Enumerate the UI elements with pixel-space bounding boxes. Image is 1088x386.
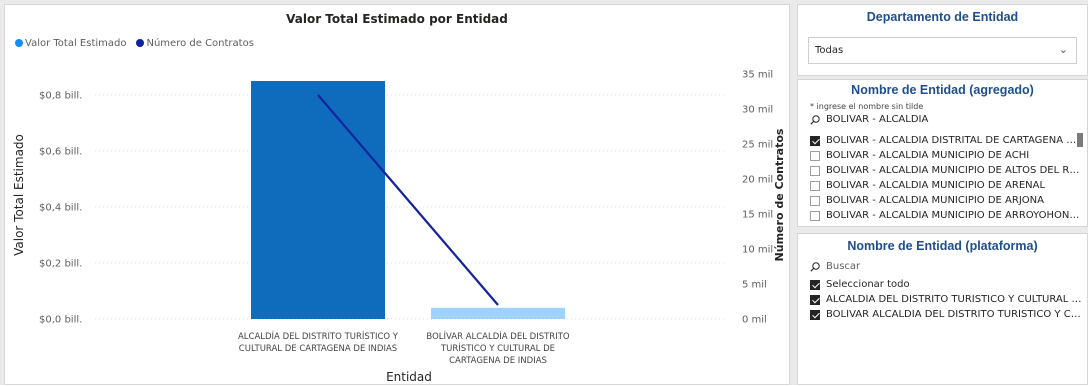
y-right-tick-label: 25 mil bbox=[742, 140, 773, 151]
slicer-plataforma-list: Seleccionar todo ALCALDÍA DEL DISTRITO TU… bbox=[810, 277, 1083, 322]
bar bbox=[431, 307, 565, 319]
slicer-departamento-title: Departamento de Entidad bbox=[866, 10, 1019, 24]
slicer-agregado-item[interactable]: BOLIVAR - ALCALDIA MUNICIPIO DE ARROYOHO… bbox=[810, 208, 1083, 223]
checkbox[interactable] bbox=[810, 294, 820, 305]
slicer-agregado: Nombre de Entidad (agregado) * ingrese e… bbox=[797, 79, 1088, 227]
slicer-plataforma-search-placeholder: Buscar bbox=[826, 261, 861, 272]
slicer-agregado-item-label: BOLIVAR - ALCALDIA DISTRITAL DE CARTAGEN… bbox=[826, 135, 1083, 146]
y-right-tick-label: 35 mil bbox=[742, 70, 773, 81]
y-left-tick-label: $0,4 bill. bbox=[39, 203, 82, 214]
y-left-tick-label: $0,6 bill. bbox=[39, 147, 82, 158]
slicer-agregado-search[interactable]: BOLIVAR - ALCALDIA bbox=[810, 114, 928, 125]
legend-item-contratos[interactable]: Número de Contratos bbox=[136, 38, 254, 49]
slicer-agregado-scrollbar[interactable] bbox=[1077, 133, 1083, 147]
y-right-tick-label: 15 mil bbox=[742, 210, 773, 221]
checkbox[interactable] bbox=[810, 195, 820, 206]
slicer-plataforma-item-label: ALCALDÍA DEL DISTRITO TURÍSTICO Y CULTUR… bbox=[826, 294, 1083, 305]
x-category-label: ALCALDÍA DEL DISTRITO TURÍSTICO Y bbox=[238, 330, 399, 342]
x-category-label: CULTURAL DE CARTAGENA DE INDIAS bbox=[239, 344, 397, 354]
slicer-plataforma-title: Nombre de Entidad (plataforma) bbox=[847, 239, 1038, 253]
x-axis-title: Entidad bbox=[386, 370, 432, 384]
chart-plot: $0,0 bill. $0,2 bill. $0,4 bill. $0,6 bill.… bbox=[12, 70, 786, 385]
departamento-dropdown-value: Todas bbox=[815, 45, 844, 56]
checkbox[interactable] bbox=[810, 309, 820, 320]
slicer-plataforma: Nombre de Entidad (plataforma) Buscar Se… bbox=[797, 233, 1088, 385]
slicer-plataforma-item[interactable]: Seleccionar todo bbox=[810, 277, 1083, 292]
slicer-agregado-item-label: BOLIVAR - ALCALDIA MUNICIPIO DE ARROYOHO… bbox=[826, 210, 1083, 221]
checkbox[interactable] bbox=[810, 180, 820, 191]
legend-label-contratos: Número de Contratos bbox=[146, 38, 254, 49]
slicer-agregado-item[interactable]: BOLIVAR - ALCALDIA MUNICIPIO DE ALTOS DE… bbox=[810, 163, 1083, 178]
checkbox[interactable] bbox=[810, 210, 820, 221]
y-left-tick-label: $0,2 bill. bbox=[39, 259, 82, 270]
legend-label-valor: Valor Total Estimado bbox=[25, 38, 127, 49]
y-right-tick-label: 0 mil bbox=[742, 315, 767, 326]
slicer-agregado-item[interactable]: BOLIVAR - ALCALDIA MUNICIPIO DE ARJONA bbox=[810, 193, 1083, 208]
x-category-label: CARTAGENA DE INDIAS bbox=[449, 356, 547, 366]
y-left-tick-label: $0,8 bill. bbox=[39, 91, 82, 102]
slicer-agregado-item-label: BOLIVAR - ALCALDIA MUNICIPIO DE ARENAL bbox=[826, 180, 1046, 191]
slicer-agregado-item-label: BOLIVAR - ALCALDIA MUNICIPIO DE ACHI bbox=[826, 150, 1030, 161]
checkbox[interactable] bbox=[810, 150, 820, 161]
checkbox[interactable] bbox=[810, 279, 820, 290]
slicer-departamento: Departamento de Entidad Todas ⌄ bbox=[797, 4, 1088, 76]
y-left-axis-title: Valor Total Estimado bbox=[12, 134, 26, 256]
x-category-label: BOLÍVAR ALCALDÍA DEL DISTRITO bbox=[426, 330, 570, 342]
y-right-tick-label: 5 mil bbox=[742, 280, 767, 291]
search-icon bbox=[810, 114, 820, 125]
slicer-plataforma-item[interactable]: ALCALDÍA DEL DISTRITO TURÍSTICO Y CULTUR… bbox=[810, 292, 1083, 307]
slicer-agregado-list: BOLIVAR - ALCALDIA DISTRITAL DE CARTAGEN… bbox=[810, 133, 1083, 223]
departamento-dropdown[interactable]: Todas ⌄ bbox=[808, 37, 1077, 64]
y-right-tick-label: 30 mil bbox=[742, 105, 773, 116]
chevron-down-icon: ⌄ bbox=[1058, 43, 1068, 56]
y-right-tick-label: 20 mil bbox=[742, 175, 773, 186]
x-category-label: TURÍSTICO Y CULTURAL DE bbox=[440, 342, 555, 354]
slicer-agregado-item[interactable]: BOLIVAR - ALCALDIA DISTRITAL DE CARTAGEN… bbox=[810, 133, 1083, 148]
slicer-agregado-search-value: BOLIVAR - ALCALDIA bbox=[826, 114, 929, 125]
slicer-plataforma-item-label: BOLÍVAR ALCALDÍA DEL DISTRITO TURÍSTICO … bbox=[826, 309, 1083, 320]
slicer-plataforma-item-label: Seleccionar todo bbox=[826, 279, 910, 290]
y-right-axis-title: Número de Contratos bbox=[773, 128, 786, 261]
line-series-contratos bbox=[317, 94, 499, 306]
chart-legend: Valor Total Estimado Número de Contratos bbox=[15, 38, 260, 49]
checkbox[interactable] bbox=[810, 165, 820, 176]
y-left-tick-label: $0,0 bill. bbox=[39, 315, 82, 326]
slicer-agregado-item-label: BOLIVAR - ALCALDIA MUNICIPIO DE ALTOS DE… bbox=[826, 165, 1083, 176]
legend-dot-valor bbox=[15, 39, 23, 47]
chart-title: Valor Total Estimado por Entidad bbox=[286, 12, 508, 26]
slicer-agregado-item[interactable]: BOLIVAR - ALCALDIA MUNICIPIO DE ARENAL bbox=[810, 178, 1083, 193]
slicer-agregado-item-label: BOLIVAR - ALCALDIA MUNICIPIO DE ARJONA bbox=[826, 195, 1044, 206]
search-icon bbox=[810, 261, 820, 272]
combo-chart-visual[interactable]: Valor Total Estimado por Entidad Valor T… bbox=[4, 4, 790, 385]
legend-dot-contratos bbox=[136, 39, 145, 47]
slicer-agregado-hint: * ingrese el nombre sin tilde bbox=[810, 102, 924, 111]
slicer-plataforma-item[interactable]: BOLÍVAR ALCALDÍA DEL DISTRITO TURÍSTICO … bbox=[810, 307, 1083, 322]
bar bbox=[251, 81, 385, 319]
slicer-agregado-title: Nombre de Entidad (agregado) bbox=[851, 83, 1034, 97]
slicer-plataforma-search[interactable]: Buscar bbox=[810, 261, 860, 272]
legend-item-valor[interactable]: Valor Total Estimado bbox=[15, 38, 126, 49]
y-right-tick-label: 10 mil bbox=[742, 245, 773, 256]
slicer-agregado-item[interactable]: BOLIVAR - ALCALDIA MUNICIPIO DE ACHI bbox=[810, 148, 1083, 163]
checkbox[interactable] bbox=[810, 135, 820, 146]
